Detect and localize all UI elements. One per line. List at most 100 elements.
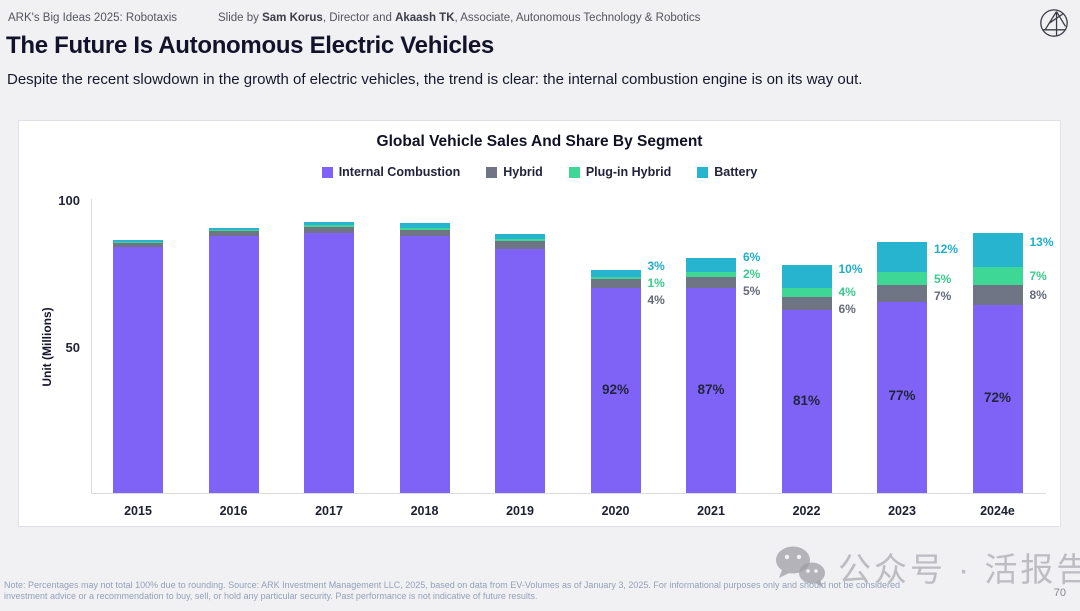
legend-label: Hybrid: [503, 165, 543, 179]
bar-segment-battery: [877, 242, 927, 273]
bar-segment-hybrid: [877, 284, 927, 302]
author-2: Akaash TK: [395, 12, 455, 24]
bar-segment-internal-combustion: [781, 310, 832, 493]
page-number: 70: [1053, 587, 1066, 599]
bar-segment-internal-combustion: [877, 301, 927, 493]
x-tick-label: 2016: [219, 504, 248, 518]
share-label-battery: 12%: [934, 242, 959, 257]
bar-segment-battery: [590, 270, 641, 278]
x-tick-label: 2024e: [980, 504, 1015, 518]
page-subtitle: Despite the recent slowdown in the growt…: [7, 71, 863, 88]
legend-label: Plug-in Hybrid: [585, 165, 672, 179]
bar-segment-battery: [972, 232, 1023, 267]
share-label-hybrid: 7%: [934, 288, 952, 303]
bar-segment-internal-combustion: [686, 288, 736, 493]
bar-segment-battery: [304, 221, 354, 226]
bar-segment-internal-combustion: [495, 249, 545, 493]
bar-segment-internal-combustion: [590, 288, 641, 493]
byline-prefix: Slide by: [218, 12, 263, 24]
deck-kicker: ARK's Big Ideas 2025: Robotaxis: [8, 12, 178, 24]
bar-segment-hybrid: [590, 279, 641, 289]
legend-item-hybrid: Hybrid: [486, 165, 543, 179]
x-tick-label: 2018: [410, 504, 439, 518]
bar-segment-hybrid: [495, 241, 545, 250]
bar-segment-battery: [208, 228, 259, 231]
ice-share-label: 81%: [792, 392, 821, 408]
x-axis-line: [91, 493, 1046, 494]
share-label-hybrid: 6%: [838, 302, 856, 317]
bar-segment-hybrid: [686, 276, 736, 289]
y-tick-100: 100: [58, 193, 80, 208]
share-label-plug-in-hybrid: 1%: [647, 275, 665, 290]
page-title: The Future Is Autonomous Electric Vehicl…: [6, 32, 494, 59]
byline-suffix: , Associate, Autonomous Technology & Rob…: [454, 12, 701, 24]
bar-segment-battery: [686, 258, 736, 273]
bar-segment-plug-in-hybrid: [590, 277, 641, 280]
bar-segment-plug-in-hybrid: [304, 225, 354, 228]
bar-segment-internal-combustion: [208, 235, 259, 493]
author-1: Sam Korus: [262, 12, 323, 24]
bar-segment-hybrid: [781, 296, 832, 311]
bar-segment-internal-combustion: [399, 236, 450, 493]
footnote-line-2: investment advice or a recommendation to…: [4, 591, 538, 601]
share-label-plug-in-hybrid: 5%: [934, 271, 952, 286]
share-label-battery: 10%: [838, 261, 863, 276]
x-tick-label: 2020: [601, 504, 630, 518]
legend-label: Internal Combustion: [338, 165, 461, 179]
bar-segment-internal-combustion: [113, 246, 163, 493]
bar-segment-hybrid: [399, 230, 450, 237]
bar-segment-hybrid: [304, 227, 354, 234]
bar-segment-plug-in-hybrid: [495, 239, 545, 241]
ice-share-label: 92%: [601, 381, 630, 397]
legend-label: Battery: [714, 165, 758, 179]
bar-segment-internal-combustion: [304, 233, 354, 493]
share-label-hybrid: 8%: [1029, 288, 1047, 303]
legend-item-internal-combustion: Internal Combustion: [321, 165, 461, 179]
bar-segment-battery: [113, 239, 163, 242]
watermark: 公众号 · 活报告: [772, 543, 1080, 591]
legend-item-plug-in-hybrid: Plug-in Hybrid: [568, 165, 672, 179]
bar-segment-hybrid: [113, 242, 163, 247]
bar-segment-plug-in-hybrid: [972, 266, 1023, 285]
watermark-text: 公众号 · 活报告: [838, 551, 1080, 588]
x-tick-label: 2023: [888, 504, 916, 518]
x-tick-label: 2015: [124, 504, 152, 518]
share-label-plug-in-hybrid: 4%: [838, 285, 856, 300]
bar-segment-plug-in-hybrid: [877, 272, 927, 285]
legend-swatch-icon: [568, 166, 580, 178]
legend-swatch-icon: [697, 166, 709, 178]
ice-share-label: 72%: [983, 390, 1012, 406]
bar-segment-plug-in-hybrid: [113, 241, 163, 243]
share-label-hybrid: 4%: [647, 292, 665, 307]
bar-segment-plug-in-hybrid: [399, 228, 450, 231]
bar-segment-hybrid: [972, 284, 1023, 306]
bar-segment-plug-in-hybrid: [781, 287, 832, 297]
share-label-battery: 6%: [743, 250, 761, 265]
byline-mid: , Director and: [322, 12, 396, 24]
x-tick-label: 2021: [697, 504, 725, 518]
bar-segment-plug-in-hybrid: [686, 272, 736, 277]
share-label-battery: 13%: [1029, 234, 1054, 249]
share-label-battery: 3%: [647, 258, 665, 273]
y-tick-50: 50: [65, 340, 80, 355]
chart-title: Global Vehicle Sales And Share By Segmen…: [376, 133, 703, 150]
share-label-hybrid: 5%: [743, 284, 761, 299]
x-tick-label: 2017: [315, 504, 343, 518]
share-label-plug-in-hybrid: 7%: [1029, 268, 1047, 283]
ice-share-label: 77%: [888, 388, 916, 404]
x-tick-label: 2019: [506, 504, 534, 518]
bar-segment-internal-combustion: [972, 305, 1023, 493]
share-label-plug-in-hybrid: 2%: [743, 267, 761, 282]
legend-item-battery: Battery: [697, 165, 757, 179]
legend-swatch-icon: [486, 166, 498, 178]
ice-share-label: 87%: [697, 381, 725, 397]
bar-segment-plug-in-hybrid: [208, 230, 259, 232]
wechat-icon: [776, 546, 825, 587]
x-tick-label: 2022: [792, 504, 821, 518]
bar-segment-battery: [495, 233, 545, 240]
bar-segment-battery: [781, 265, 832, 288]
ark-logo-icon: [1040, 9, 1068, 37]
legend-swatch-icon: [321, 166, 333, 178]
footnote-line-1: Note: Percentages may not total 100% due…: [4, 580, 901, 590]
